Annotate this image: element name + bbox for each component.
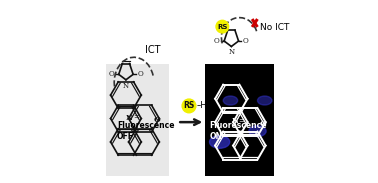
Text: N: N: [228, 48, 234, 56]
Ellipse shape: [209, 136, 230, 148]
Text: N: N: [126, 114, 133, 122]
Text: =: =: [238, 117, 244, 125]
Text: ICT: ICT: [145, 45, 161, 55]
Text: O: O: [153, 116, 160, 124]
Text: –H: –H: [197, 101, 208, 110]
Text: No ICT: No ICT: [260, 23, 290, 32]
Text: O: O: [243, 37, 249, 45]
Text: RS: RS: [183, 101, 194, 110]
Ellipse shape: [249, 126, 266, 137]
Text: O: O: [108, 70, 114, 78]
Circle shape: [182, 99, 196, 113]
FancyBboxPatch shape: [106, 64, 169, 176]
Text: O: O: [214, 37, 220, 45]
Text: Fluorescence
ON: Fluorescence ON: [210, 122, 267, 141]
FancyBboxPatch shape: [205, 64, 274, 176]
Ellipse shape: [257, 96, 272, 105]
Circle shape: [216, 20, 229, 33]
Text: O: O: [260, 120, 266, 128]
Text: N: N: [123, 82, 129, 90]
Text: Fluorescence
OFF: Fluorescence OFF: [117, 122, 174, 141]
Text: O: O: [138, 70, 143, 78]
Text: RS: RS: [217, 24, 228, 30]
Text: N: N: [231, 117, 239, 125]
Text: =: =: [133, 114, 139, 122]
Ellipse shape: [223, 96, 238, 105]
